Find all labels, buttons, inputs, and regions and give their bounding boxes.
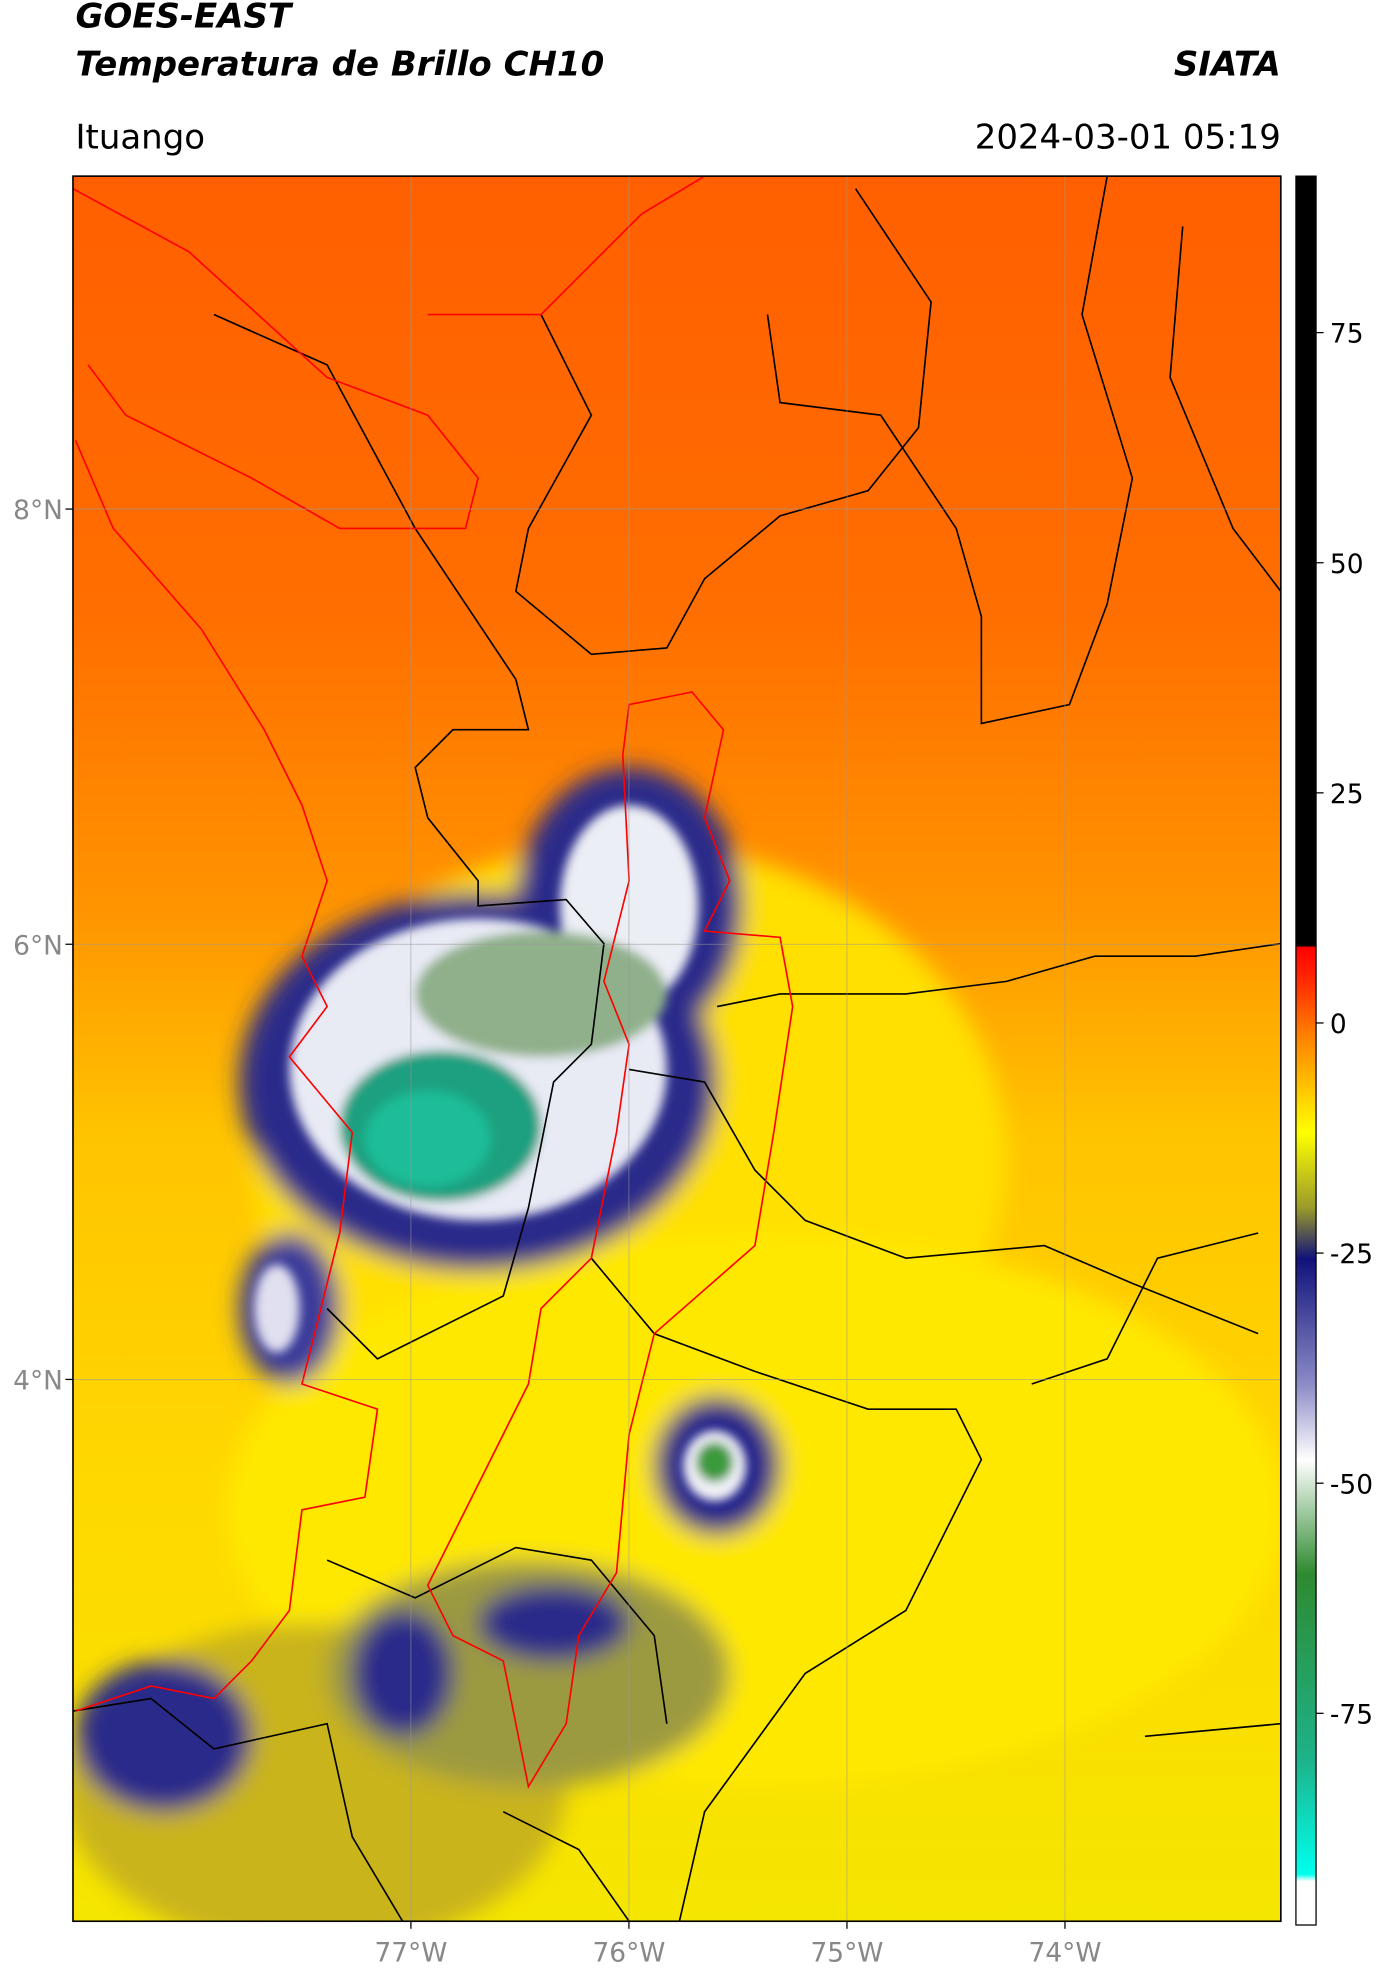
colorbar-tick-label: 50 xyxy=(1330,549,1364,580)
x-tick-label: 75°W xyxy=(810,1938,883,1969)
title-line1: GOES-EAST xyxy=(75,0,293,37)
satellite-image xyxy=(73,176,1281,1921)
location: Ituango xyxy=(75,117,205,157)
x-tick-label: 77°W xyxy=(374,1938,447,1969)
brand: SIATA xyxy=(1174,44,1281,84)
colorbar xyxy=(1295,175,1317,1926)
datetime: 2024-03-01 05:19 xyxy=(975,117,1281,157)
colorbar-tick-label: -75 xyxy=(1330,1699,1373,1730)
map-axes: 77°W 76°W 75°W 74°W 8°N 6°N 4°N xyxy=(13,176,1281,1969)
y-tick-label: 4°N xyxy=(13,1365,63,1396)
x-tick-label: 76°W xyxy=(592,1938,665,1969)
colorbar-tick-label: 25 xyxy=(1330,779,1364,810)
colorbar-tick-label: 75 xyxy=(1330,319,1364,350)
map-frame xyxy=(72,175,1282,1923)
figure: GOES-EAST Temperatura de Brillo CH10 SIA… xyxy=(75,0,1280,157)
colorbar-axis: 75 50 25 0 -25 -50 -75 xyxy=(1316,319,1373,1730)
colorbar-tick-label: 0 xyxy=(1330,1009,1347,1040)
colorbar-tick-label: -50 xyxy=(1330,1469,1373,1500)
colorbar-tick-label: -25 xyxy=(1330,1239,1373,1270)
title-line2: Temperatura de Brillo CH10 xyxy=(75,44,604,84)
y-tick-label: 6°N xyxy=(13,930,63,961)
x-tick-label: 74°W xyxy=(1029,1938,1102,1969)
y-tick-label: 8°N xyxy=(13,495,63,526)
axes-group: 77°W 76°W 75°W 74°W 8°N 6°N 4°N 75 50 25 0 -25 -50 -… xyxy=(13,175,1373,1969)
